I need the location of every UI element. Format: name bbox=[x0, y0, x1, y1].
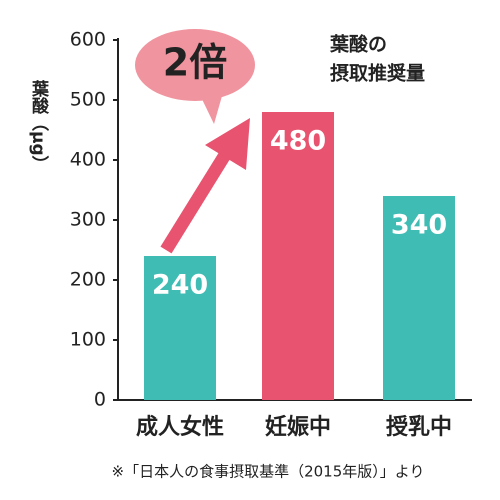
bar bbox=[262, 112, 334, 400]
y-tick-label: 0 bbox=[94, 389, 106, 411]
value-label: 340 bbox=[391, 210, 447, 241]
annotation-bubble bbox=[135, 29, 255, 124]
y-tick-label: 400 bbox=[70, 149, 106, 171]
subtitle-line: 葉酸の bbox=[329, 33, 387, 56]
y-tick-label: 500 bbox=[70, 89, 106, 111]
y-tick-label: 200 bbox=[70, 269, 106, 291]
x-tick-label: 妊娠中 bbox=[265, 414, 331, 440]
y-axis-label: 葉酸（μg） bbox=[28, 79, 50, 173]
y-tick-label: 300 bbox=[70, 209, 106, 231]
x-tick-label: 成人女性 bbox=[136, 414, 224, 440]
bar bbox=[144, 256, 216, 400]
annotation: 2倍 bbox=[163, 41, 227, 85]
annotation-arrow bbox=[160, 118, 250, 254]
subtitle-line: 摂取推奨量 bbox=[330, 62, 425, 85]
y-tick-label: 100 bbox=[70, 329, 106, 351]
value-label: 240 bbox=[152, 270, 208, 301]
y-tick-label: 600 bbox=[70, 29, 106, 51]
footnote: ※「日本人の食事摂取基準（2015年版）」より bbox=[112, 463, 425, 481]
x-tick-label: 授乳中 bbox=[386, 414, 452, 440]
bar bbox=[383, 196, 455, 400]
value-label: 480 bbox=[270, 126, 326, 157]
